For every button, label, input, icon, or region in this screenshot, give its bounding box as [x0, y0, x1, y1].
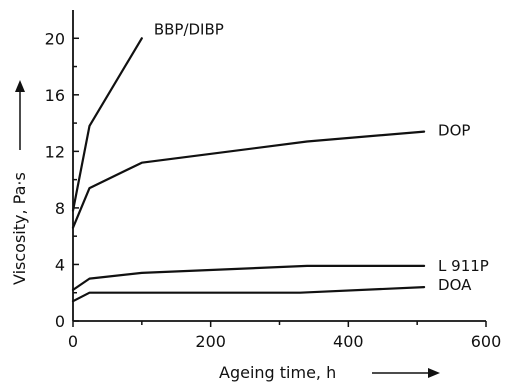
x-axis-title: Ageing time, h	[219, 363, 336, 382]
y-tick-label: 16	[45, 86, 65, 105]
x-tick-label: 0	[68, 332, 78, 351]
x-tick-label: 200	[195, 332, 226, 351]
series-line-l-911p	[71, 264, 426, 291]
y-tick-label: 4	[55, 255, 65, 274]
series-label-doa: DOA	[438, 276, 472, 294]
x-axis-arrowhead	[428, 368, 440, 378]
series-line-bbp-dibp	[71, 37, 143, 212]
y-tick-label: 0	[55, 312, 65, 331]
series-line-doa	[71, 286, 426, 303]
y-tick-label: 12	[45, 142, 65, 161]
ticks: 0 200 400 600 0 4 8 12 16 20	[45, 29, 502, 351]
series-label-dop: DOP	[438, 122, 470, 140]
x-tick-label: 600	[471, 332, 502, 351]
y-tick-label: 8	[55, 199, 65, 218]
y-axis-title: Viscosity, Pa·s	[10, 172, 29, 285]
series-label-l-911p: L 911P	[438, 257, 489, 275]
series-label-bbp-dibp: BBP/DIBP	[154, 20, 224, 38]
series-line-dop	[71, 130, 426, 229]
series	[71, 37, 426, 303]
y-tick-label: 20	[45, 29, 65, 48]
x-tick-label: 400	[333, 332, 364, 351]
y-axis-arrowhead	[15, 80, 25, 92]
